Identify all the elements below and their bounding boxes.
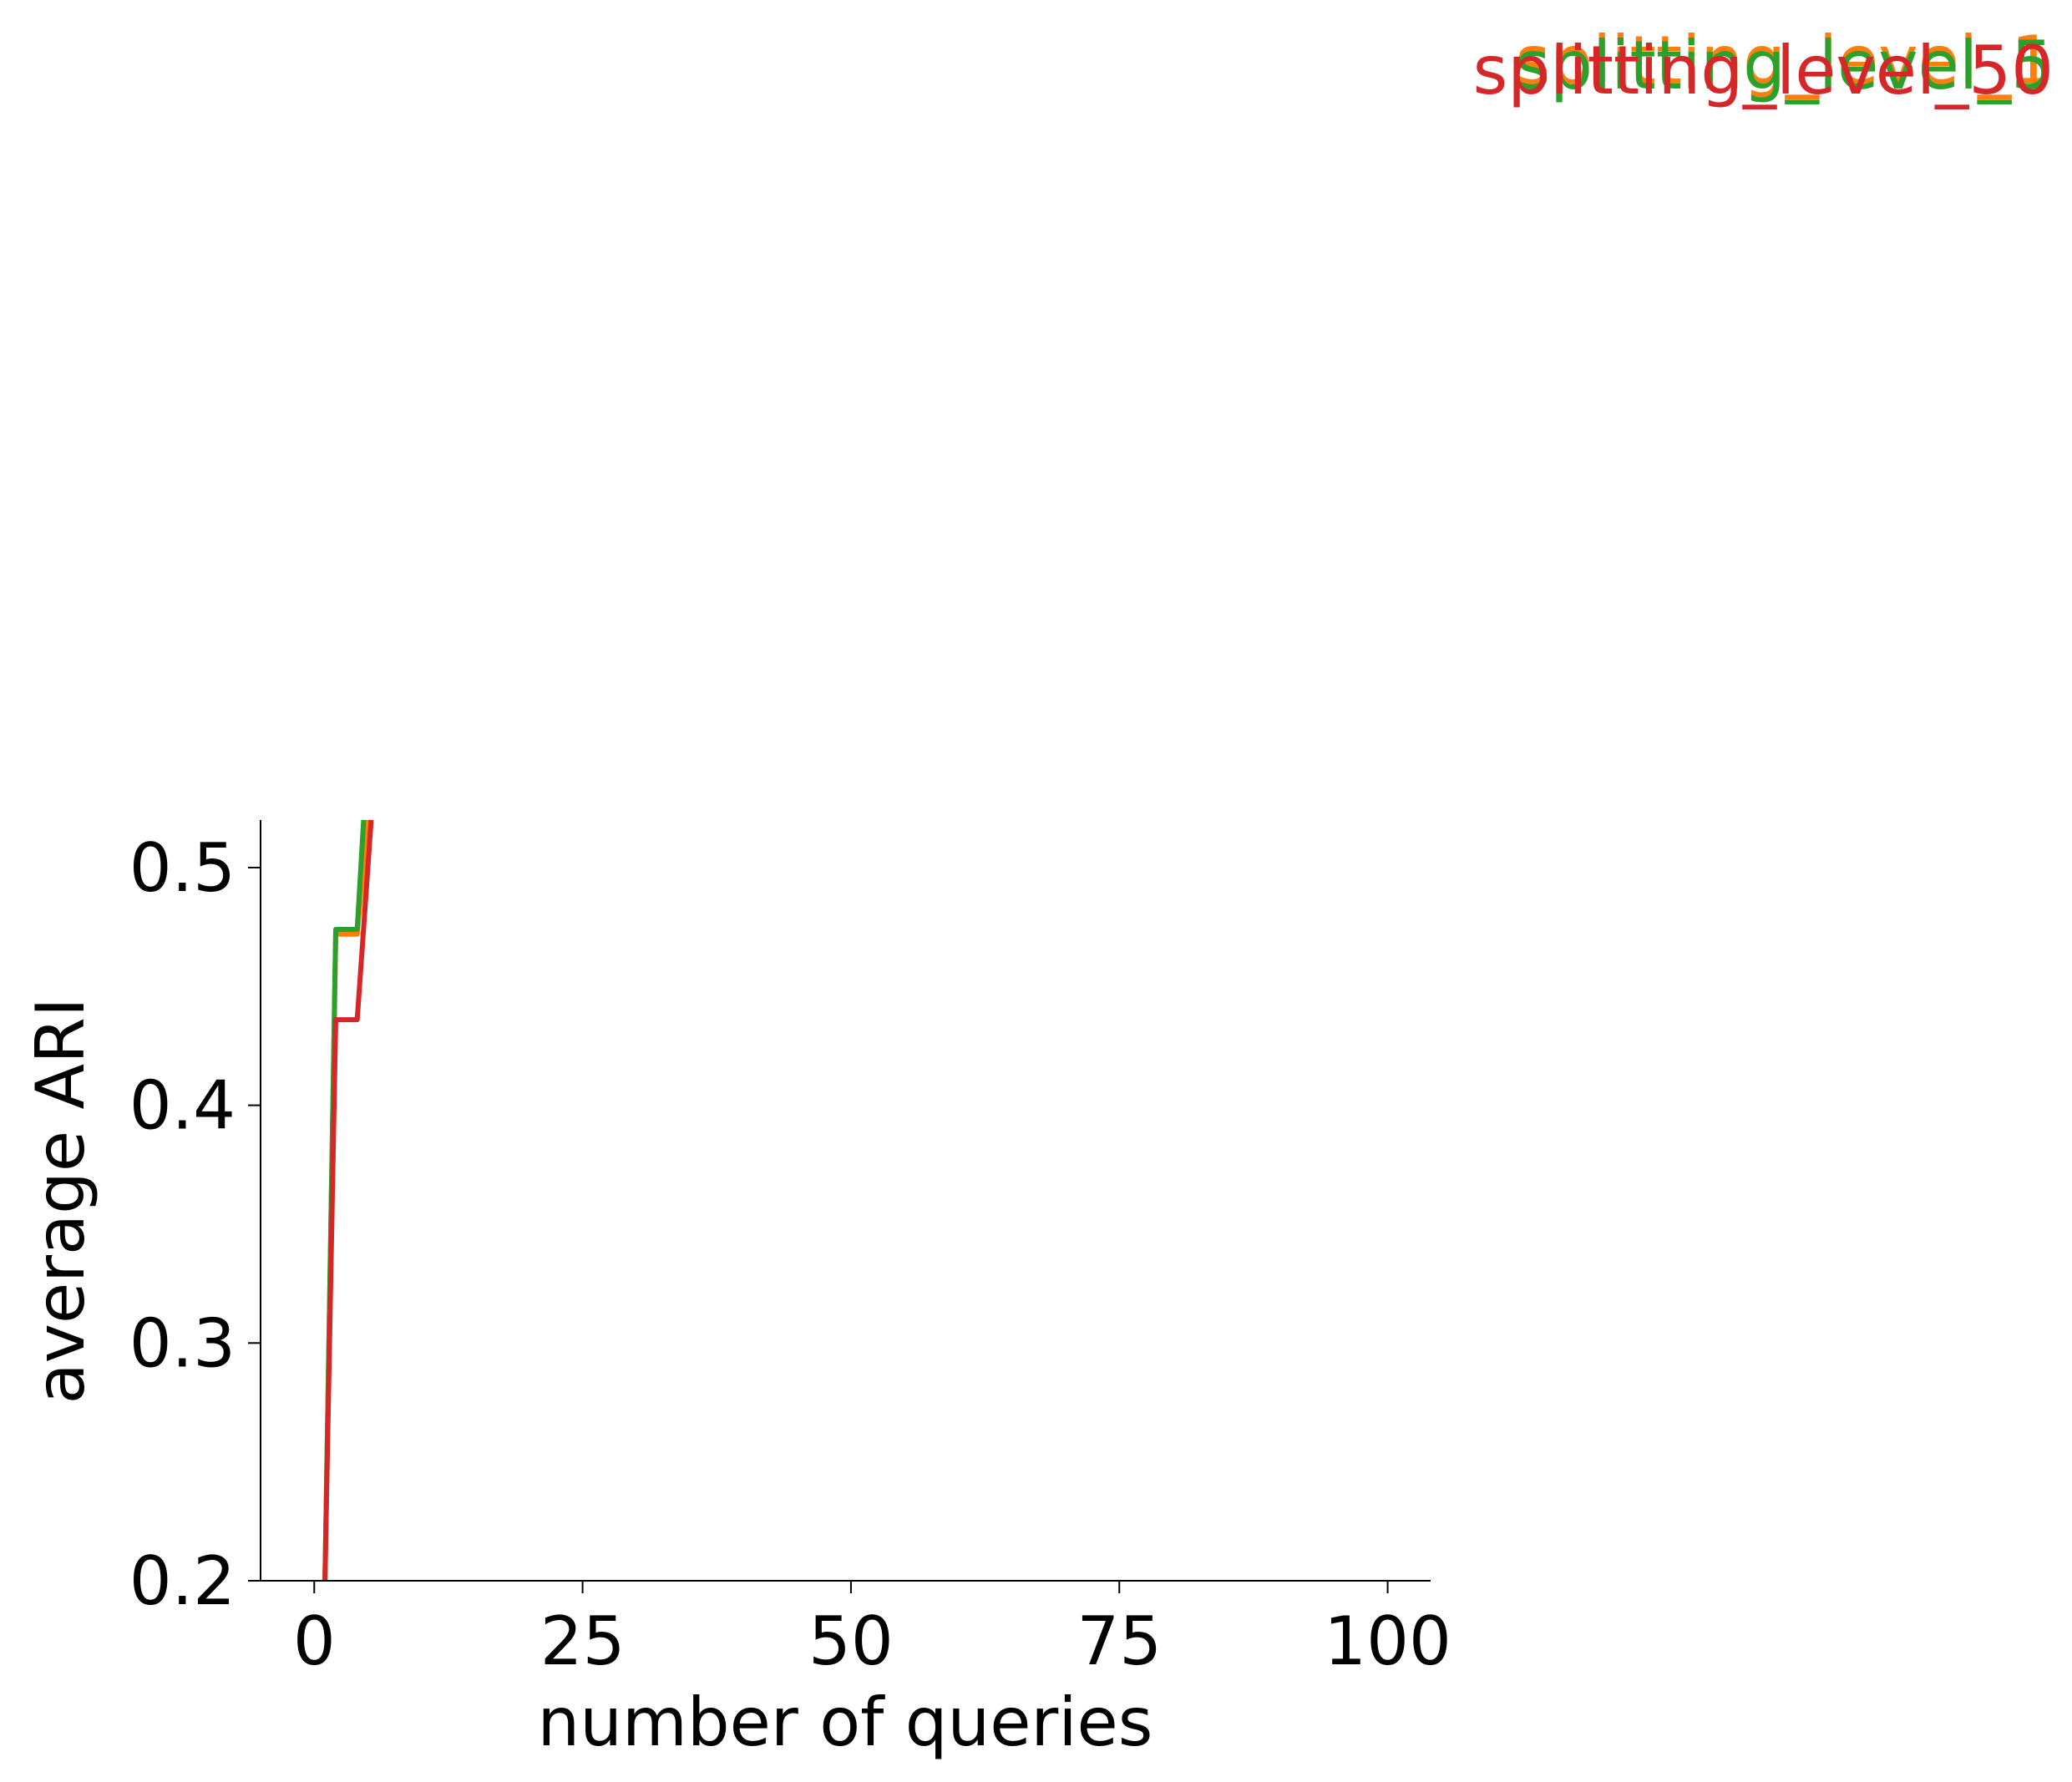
legend-entry-splitting_level_5: splitting_level_5: [1516, 27, 2054, 104]
y-tick-label: 0.3: [129, 1304, 236, 1382]
x-tick-label: 25: [540, 1602, 626, 1680]
y-tick-label: 0.2: [129, 1542, 236, 1620]
y-ticks: 0.2 0.3 0.4 0.5: [129, 829, 261, 1620]
y-tick-label: 0.5: [129, 829, 236, 907]
y-axis-label: average ARI: [22, 998, 99, 1405]
x-tick-label: 50: [808, 1602, 894, 1680]
x-tick-label: 100: [1324, 1602, 1451, 1680]
legend-entry-splitting_level_1: splitting_level_1: [1516, 22, 2054, 99]
plot-lines: [322, 819, 374, 1582]
legend-entry-splitting_level_50: splitting_level_50: [1473, 32, 2054, 109]
x-axis-label: number of queries: [538, 1683, 1153, 1761]
x-tick-label: 0: [293, 1602, 336, 1680]
y-tick-label: 0.4: [129, 1067, 236, 1145]
x-ticks: 0 25 50 75 100: [293, 1581, 1451, 1680]
legend: splitting_level_1splitting_level_5splitt…: [1473, 22, 2054, 109]
series-line-splitting_level_50: [322, 819, 374, 1582]
x-tick-label: 75: [1077, 1602, 1162, 1680]
